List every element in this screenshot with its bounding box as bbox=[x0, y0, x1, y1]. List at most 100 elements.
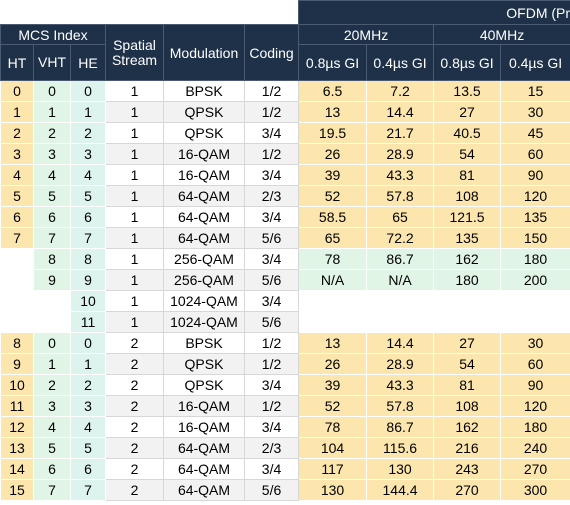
vht-index: 4 bbox=[33, 416, 71, 438]
rate: 57.8 bbox=[366, 395, 435, 417]
table-row: 2 2 2 1 QPSK 3/4 19.5 21.7 40.5 45 bbox=[0, 122, 570, 144]
ht-index: 1 bbox=[0, 101, 34, 123]
coding: 2/3 bbox=[243, 437, 300, 459]
coding-header: Coding bbox=[243, 24, 300, 81]
coding: 1/2 bbox=[243, 101, 300, 123]
coding: 1/2 bbox=[243, 395, 300, 417]
rate: 57.8 bbox=[366, 185, 435, 207]
he-index: 5 bbox=[70, 437, 106, 459]
spatial-stream-header: Spatial Stream bbox=[105, 24, 164, 81]
table-row: 15 7 7 2 64-QAM 5/6 130 144.4 270 300 bbox=[0, 479, 570, 501]
ht-index: 3 bbox=[0, 143, 34, 165]
rate: 115.6 bbox=[366, 437, 435, 459]
rate: 58.5 bbox=[298, 206, 368, 228]
mcs-index-header: MCS Index bbox=[0, 24, 106, 45]
vht-index: 0 bbox=[33, 332, 71, 354]
rate: 65 bbox=[366, 206, 435, 228]
spatial-stream: 1 bbox=[105, 311, 164, 333]
spatial-stream: 2 bbox=[105, 458, 164, 480]
he-index: 11 bbox=[70, 311, 106, 333]
he-index: 2 bbox=[70, 122, 106, 144]
coding: 3/4 bbox=[243, 458, 300, 480]
spatial-stream: 2 bbox=[105, 479, 164, 501]
modulation: 1024-QAM bbox=[163, 311, 245, 333]
table-row: 9 1 1 2 QPSK 1/2 26 28.9 54 60 bbox=[0, 353, 570, 375]
he-index: 1 bbox=[70, 353, 106, 375]
coding: 3/4 bbox=[243, 248, 300, 270]
rate bbox=[298, 311, 368, 333]
modulation: 64-QAM bbox=[163, 479, 245, 501]
rate: 300 bbox=[500, 479, 570, 501]
spatial-stream: 1 bbox=[105, 143, 164, 165]
rate bbox=[433, 311, 502, 333]
ht-index bbox=[0, 290, 34, 312]
index-header: VHT bbox=[33, 44, 71, 81]
rate: 130 bbox=[366, 458, 435, 480]
modulation-header: Modulation bbox=[163, 24, 245, 81]
modulation: 64-QAM bbox=[163, 458, 245, 480]
bandwidth-header: 40MHz bbox=[433, 24, 570, 45]
modulation: 64-QAM bbox=[163, 437, 245, 459]
spatial-stream: 2 bbox=[105, 374, 164, 396]
coding: 5/6 bbox=[243, 479, 300, 501]
rate: 104 bbox=[298, 437, 368, 459]
coding: 2/3 bbox=[243, 185, 300, 207]
gi-header: 0.8µs GI bbox=[298, 44, 368, 81]
table-row: 8 0 0 2 BPSK 1/2 13 14.4 27 30 bbox=[0, 332, 570, 354]
he-index: 6 bbox=[70, 458, 106, 480]
ht-index: 10 bbox=[0, 374, 34, 396]
ht-index: 2 bbox=[0, 122, 34, 144]
rate: 130 bbox=[298, 479, 368, 501]
vht-index: 6 bbox=[33, 458, 71, 480]
he-index: 10 bbox=[70, 290, 106, 312]
he-index: 0 bbox=[70, 332, 106, 354]
table-row: 12 4 4 2 16-QAM 3/4 78 86.7 162 180 bbox=[0, 416, 570, 438]
table-row: 14 6 6 2 64-QAM 3/4 117 130 243 270 bbox=[0, 458, 570, 480]
rate: 40.5 bbox=[433, 122, 502, 144]
rate: 60 bbox=[500, 353, 570, 375]
rate: 180 bbox=[500, 416, 570, 438]
rate: 27 bbox=[433, 101, 502, 123]
vht-index: 1 bbox=[33, 353, 71, 375]
vht-index bbox=[33, 290, 71, 312]
modulation: BPSK bbox=[163, 80, 245, 102]
rate: 30 bbox=[500, 101, 570, 123]
coding: 1/2 bbox=[243, 80, 300, 102]
rate: 13.5 bbox=[433, 80, 502, 102]
rate bbox=[433, 290, 502, 312]
rate: N/A bbox=[298, 269, 368, 291]
modulation: QPSK bbox=[163, 374, 245, 396]
coding: 3/4 bbox=[243, 164, 300, 186]
coding: 3/4 bbox=[243, 290, 300, 312]
he-index: 4 bbox=[70, 416, 106, 438]
vht-index: 4 bbox=[33, 164, 71, 186]
coding: 1/2 bbox=[243, 332, 300, 354]
rate: 15 bbox=[500, 80, 570, 102]
rate: 150 bbox=[500, 227, 570, 249]
bandwidth-header: 20MHz bbox=[298, 24, 435, 45]
ht-index: 8 bbox=[0, 332, 34, 354]
he-index: 1 bbox=[70, 101, 106, 123]
vht-index: 8 bbox=[33, 248, 71, 270]
rate: 117 bbox=[298, 458, 368, 480]
modulation: QPSK bbox=[163, 101, 245, 123]
rate: 78 bbox=[298, 416, 368, 438]
coding: 1/2 bbox=[243, 353, 300, 375]
rate: 54 bbox=[433, 143, 502, 165]
spatial-stream: 1 bbox=[105, 80, 164, 102]
ht-index: 15 bbox=[0, 479, 34, 501]
table-row: 10 1 1024-QAM 3/4 bbox=[0, 290, 570, 312]
modulation: 1024-QAM bbox=[163, 290, 245, 312]
modulation: QPSK bbox=[163, 353, 245, 375]
rate: 108 bbox=[433, 185, 502, 207]
gi-header: 0.4µs GI bbox=[366, 44, 435, 81]
rate: 7.2 bbox=[366, 80, 435, 102]
ht-index: 6 bbox=[0, 206, 34, 228]
ht-index: 4 bbox=[0, 164, 34, 186]
modulation: 64-QAM bbox=[163, 227, 245, 249]
rate: 28.9 bbox=[366, 143, 435, 165]
rate: 14.4 bbox=[366, 332, 435, 354]
rate: 54 bbox=[433, 353, 502, 375]
rate: 21.7 bbox=[366, 122, 435, 144]
